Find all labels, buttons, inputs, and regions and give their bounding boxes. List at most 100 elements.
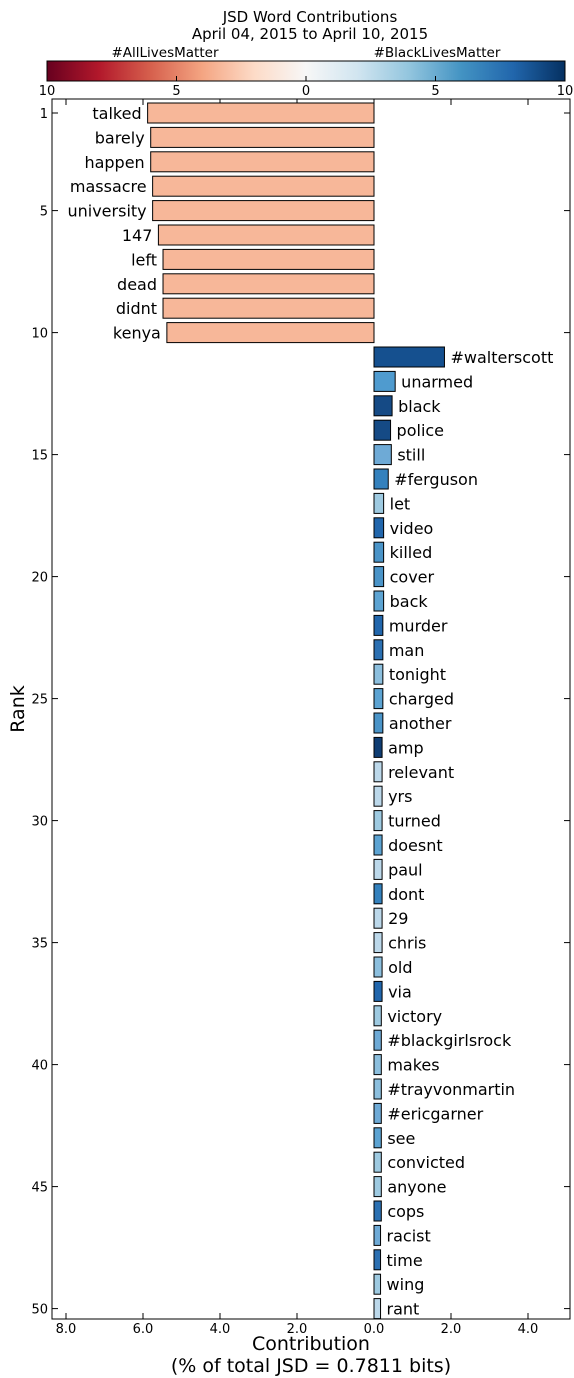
- bar-label-40: makes: [387, 1056, 439, 1075]
- bar-label-26: another: [389, 714, 452, 733]
- bar-8: [162, 273, 375, 295]
- bar-label-16: #ferguson: [394, 470, 478, 489]
- bar-17: [373, 492, 385, 514]
- bar-24: [373, 663, 384, 685]
- bar-label-7: left: [131, 250, 157, 269]
- bar-4: [152, 175, 375, 197]
- bar-label-43: see: [387, 1129, 415, 1148]
- colorbar-tick-label: 10: [557, 84, 574, 99]
- y-tick-label: 40: [31, 1059, 48, 1074]
- bar-label-37: via: [388, 982, 412, 1001]
- bar-label-30: turned: [388, 812, 441, 831]
- y-tick-label: 10: [31, 327, 48, 342]
- bar-46: [373, 1200, 382, 1222]
- bar-label-35: chris: [388, 934, 426, 953]
- bar-10: [166, 322, 375, 344]
- y-tick-label: 5: [40, 205, 48, 220]
- bar-label-34: 29: [388, 909, 408, 928]
- bar-20: [373, 566, 385, 588]
- bar-label-48: time: [387, 1251, 423, 1270]
- bar-21: [373, 590, 385, 612]
- bar-label-50: rant: [387, 1300, 420, 1319]
- bar-label-33: dont: [388, 885, 424, 904]
- bar-9: [162, 297, 375, 319]
- bar-label-11: #walterscott: [450, 348, 553, 367]
- bar-label-6: 147: [122, 226, 153, 245]
- bar-label-1: talked: [92, 104, 141, 123]
- y-tick-label: 30: [31, 815, 48, 830]
- bar-50: [373, 1298, 382, 1320]
- y-tick-label: 20: [31, 571, 48, 586]
- y-tick-label: 50: [31, 1303, 48, 1318]
- bar-label-41: #trayvonmartin: [387, 1080, 515, 1099]
- bar-47: [373, 1224, 382, 1246]
- bar-label-20: cover: [390, 568, 435, 587]
- x-tick-label: 2.0: [287, 1322, 308, 1337]
- bar-label-44: convicted: [387, 1153, 465, 1172]
- bar-44: [373, 1151, 382, 1173]
- bar-25: [373, 688, 384, 710]
- bar-label-42: #ericgarner: [387, 1104, 483, 1123]
- y-tick-label: 45: [31, 1181, 48, 1196]
- bar-27: [373, 736, 383, 758]
- y-tick-label: 1: [40, 107, 48, 122]
- bar-label-36: old: [388, 958, 412, 977]
- bar-15: [373, 444, 392, 466]
- bar-label-5: university: [67, 202, 146, 221]
- bar-label-28: relevant: [388, 763, 454, 782]
- bar-39: [373, 1029, 382, 1051]
- bar-label-27: amp: [388, 738, 424, 757]
- x-tick-label: 6.0: [133, 1322, 154, 1337]
- colorbar-tick-label: 5: [172, 84, 180, 99]
- bar-label-13: black: [398, 397, 441, 416]
- bar-45: [373, 1176, 382, 1198]
- bar-14: [373, 419, 392, 441]
- plot-frame: [51, 98, 571, 1320]
- bar-label-45: anyone: [387, 1178, 446, 1197]
- bar-29: [373, 785, 383, 807]
- bar-7: [162, 248, 375, 270]
- bar-28: [373, 761, 383, 783]
- bar-31: [373, 834, 383, 856]
- bar-26: [373, 712, 384, 734]
- colorbar-tick-label: 10: [39, 84, 56, 99]
- x-tick-label: 2.0: [441, 1322, 462, 1337]
- chart-title: JSD Word Contributions: [222, 8, 398, 26]
- bar-label-18: video: [390, 519, 434, 538]
- bar-label-25: charged: [389, 690, 454, 709]
- bar-40: [373, 1054, 382, 1076]
- bar-label-23: man: [389, 641, 425, 660]
- bar-33: [373, 883, 383, 905]
- bar-49: [373, 1273, 382, 1295]
- bar-2: [150, 126, 375, 148]
- bar-label-46: cops: [387, 1202, 424, 1221]
- bar-13: [373, 395, 393, 417]
- bar-label-2: barely: [95, 128, 145, 147]
- bar-48: [373, 1249, 382, 1271]
- bar-16: [373, 468, 389, 490]
- bar-19: [373, 541, 385, 563]
- bar-label-12: unarmed: [401, 372, 473, 391]
- bar-label-3: happen: [84, 153, 144, 172]
- bar-label-47: racist: [387, 1226, 431, 1245]
- bar-label-21: back: [390, 592, 429, 611]
- bar-23: [373, 639, 384, 661]
- bar-label-17: let: [390, 494, 411, 513]
- bar-36: [373, 956, 383, 978]
- bar-label-32: paul: [388, 860, 423, 879]
- x-tick-label: 4.0: [518, 1322, 539, 1337]
- bar-label-15: still: [397, 446, 425, 465]
- bar-41: [373, 1078, 382, 1100]
- y-tick-label: 15: [31, 449, 48, 464]
- bar-label-19: killed: [390, 543, 433, 562]
- bar-22: [373, 614, 384, 636]
- bar-35: [373, 932, 383, 954]
- colorbar-tick-label: 0: [302, 84, 310, 99]
- x-tick-label: 4.0: [210, 1322, 231, 1337]
- bar-label-31: doesnt: [388, 836, 443, 855]
- bar-42: [373, 1102, 382, 1124]
- bar-43: [373, 1127, 382, 1149]
- bar-30: [373, 810, 383, 832]
- bar-label-14: police: [397, 421, 444, 440]
